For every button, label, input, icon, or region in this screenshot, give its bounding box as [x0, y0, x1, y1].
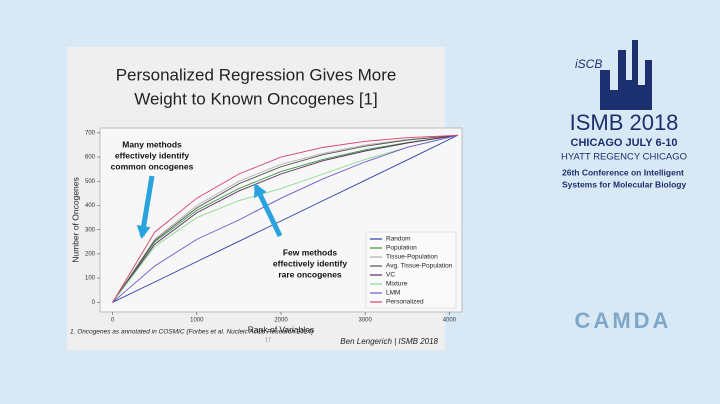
page-number: 17	[265, 337, 271, 343]
legend-label: LMM	[386, 290, 400, 297]
conference-venue: HYATT REGENCY CHICAGO	[561, 152, 687, 163]
x-tick-label: 3000	[359, 318, 373, 324]
partner-logo: CAMDA	[575, 308, 672, 333]
arrow-head	[136, 224, 151, 239]
y-tick-label: 500	[85, 179, 96, 185]
y-tick-label: 100	[85, 276, 96, 282]
conference-name: ISMB 2018	[570, 110, 679, 135]
logo: iSCB ISMB 2018 CHICAGO JULY 6-10 HYATT R…	[561, 40, 687, 333]
x-axis-label: Rank of Variables	[248, 324, 314, 334]
conference-place: CHICAGO JULY 6-10	[571, 137, 678, 149]
y-tick-label: 600	[85, 155, 96, 161]
series-line	[112, 134, 458, 303]
legend-label: Random	[386, 236, 411, 243]
y-tick-label: 200	[85, 251, 96, 257]
series-line	[112, 134, 458, 303]
annotation: Many methods	[122, 139, 182, 149]
author: Ben Lengerich | ISMB 2018	[340, 337, 438, 346]
y-tick-label: 0	[92, 300, 96, 306]
annotation: effectively identify	[115, 150, 189, 160]
arrow-head	[254, 183, 267, 199]
legend-label: Avg. Tissue-Population	[386, 263, 453, 270]
x-tick-label: 2000	[274, 318, 288, 324]
slide-title: Personalized Regression Gives More	[116, 65, 397, 84]
annotation: Few methods	[283, 247, 338, 257]
x-tick-label: 4000	[443, 318, 457, 324]
society: iSCB	[575, 57, 602, 71]
series-line	[112, 134, 458, 303]
legend-label: Personalized	[386, 299, 424, 306]
y-axis-label: Number of Oncogenes	[70, 177, 80, 263]
arrow-shaft	[139, 175, 155, 237]
footnote: 1. Oncogenes as annotated in COSMIC (For…	[70, 329, 313, 336]
x-tick-label: 0	[111, 318, 115, 324]
slide-title: Weight to Known Oncogenes [1]	[134, 89, 378, 108]
legend-label: Population	[386, 245, 417, 252]
y-tick-label: 300	[85, 227, 96, 233]
series-line	[112, 134, 458, 303]
x-tick-label: 1000	[190, 318, 204, 324]
legend-label: VC	[386, 272, 395, 279]
series-line	[112, 134, 458, 303]
conference-subtitle: Systems for Molecular Biology	[562, 179, 686, 189]
y-tick-label: 400	[85, 203, 96, 209]
annotation: common oncogenes	[111, 161, 194, 171]
series-line	[112, 134, 458, 303]
series-line	[112, 134, 458, 303]
annotation: rare oncogenes	[278, 269, 342, 279]
legend-box	[365, 231, 457, 309]
y-tick-label: 700	[85, 130, 96, 136]
legend-label: Tissue-Population	[386, 254, 438, 261]
conference-subtitle: 26th Conference on Intelligent	[562, 167, 684, 177]
series-line	[112, 134, 458, 303]
annotation: effectively identify	[273, 258, 347, 268]
legend-label: Mixture	[386, 281, 408, 288]
skyline	[600, 40, 652, 110]
